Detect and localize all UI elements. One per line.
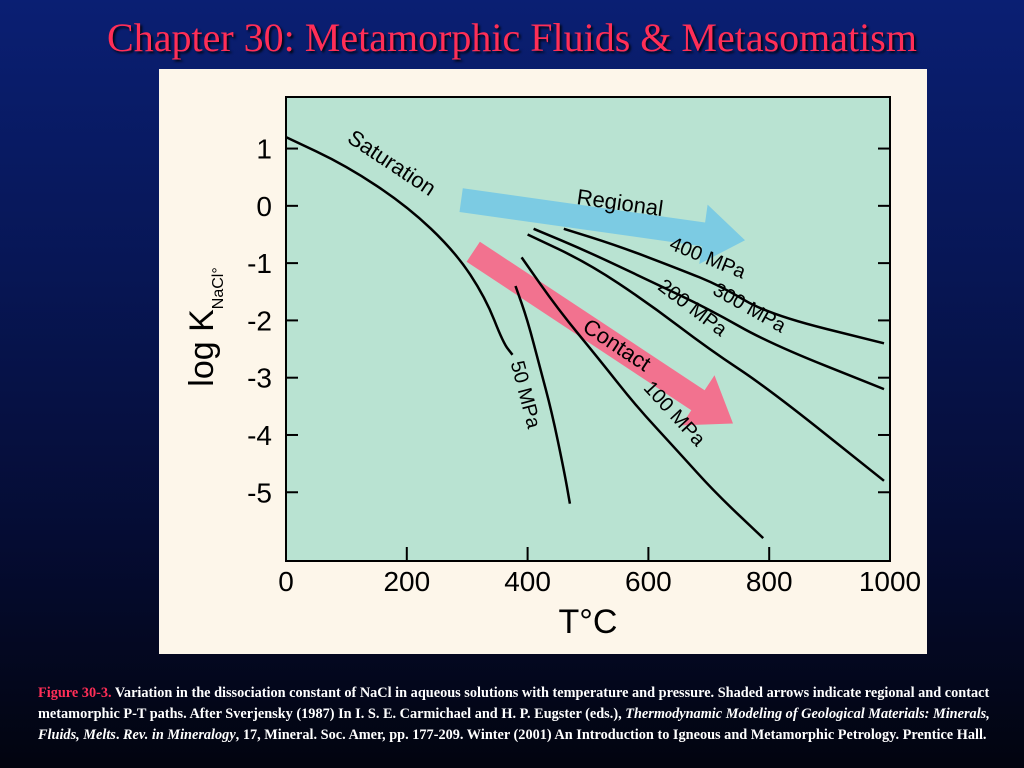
x-tick-label-0: 0 [278, 566, 294, 597]
arrow-contact [466, 241, 733, 426]
y-axis-label: log K [183, 309, 221, 387]
y-tick-label-0: 1 [256, 134, 272, 165]
y-tick-label-5: -4 [247, 420, 272, 451]
x-axis-label: T°C [559, 603, 618, 641]
x-tick-label-4: 800 [746, 566, 793, 597]
series-lines [285, 135, 885, 540]
caption-book-title: Thermodynamic Modeling of Geological Mat… [38, 706, 990, 743]
series-line-4 [533, 227, 885, 391]
axis-tick-labels: 0 200 400 600 800 1000 1 0 -1 -2 -3 -4 -5 [247, 134, 921, 597]
series-line-2 [520, 256, 765, 540]
caption-text-1: Variation in the dissociation constant o… [38, 685, 990, 722]
arrow-regional [459, 188, 745, 264]
figure-panel: 0 200 400 600 800 1000 1 0 -1 -2 -3 -4 -5 Regional Co… [159, 69, 927, 654]
series-line-5 [563, 227, 885, 345]
figure-label: Figure 30-3. [38, 685, 112, 701]
caption-text-3: , 17, Mineral. Soc. Amer, pp. 177-209. W… [235, 727, 987, 743]
figure-caption: Figure 30-3. Variation in the dissociati… [38, 683, 998, 746]
slide-title: Chapter 30: Metamorphic Fluids & Metasom… [107, 15, 917, 60]
y-axis-label-subscript: NaCl° [210, 267, 227, 309]
series-line-1 [514, 285, 572, 504]
x-tick-label-2: 400 [504, 566, 551, 597]
series-line-3 [527, 233, 885, 482]
svg-text:log KNaCl°: log KNaCl° [183, 267, 227, 386]
y-tick-label-3: -2 [247, 305, 272, 336]
x-tick-label-3: 600 [625, 566, 672, 597]
series-line-0 [285, 135, 514, 356]
y-tick-label-4: -3 [247, 363, 272, 394]
caption-journal: Rev. in Mineralogy [123, 727, 236, 743]
caption-text-2: . [115, 727, 124, 743]
y-tick-label-2: -1 [247, 248, 272, 279]
x-tick-label-5: 1000 [859, 566, 921, 597]
y-tick-label-6: -5 [247, 477, 272, 508]
axis-ticks [285, 147, 891, 561]
y-tick-label-1: 0 [256, 191, 272, 222]
x-tick-label-1: 200 [383, 566, 430, 597]
